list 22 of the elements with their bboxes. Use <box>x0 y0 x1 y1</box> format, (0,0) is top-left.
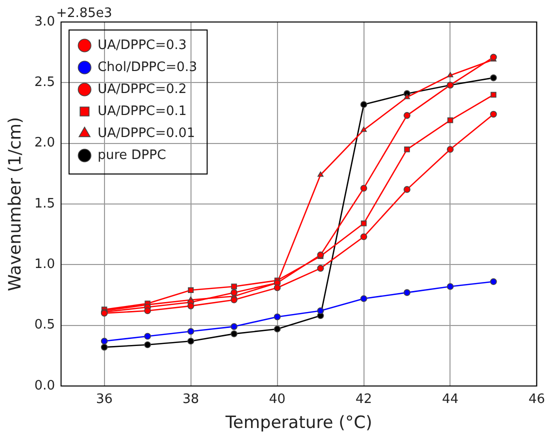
legend-label: UA/DPPC=0.2 <box>98 82 187 97</box>
y-axis-title: Wavenumber (1/cm) <box>6 116 26 292</box>
x-tick-label: 44 <box>442 392 459 408</box>
y-tick-label: 0.5 <box>34 318 56 333</box>
y-tick-label: 2.0 <box>34 136 56 151</box>
x-tick-label: 42 <box>355 392 372 408</box>
x-tick-label: 36 <box>96 392 113 408</box>
y-tick-label: 0.0 <box>34 378 56 394</box>
legend-label: Chol/DPPC=0.3 <box>98 60 198 75</box>
y-tick-label: 3.0 <box>34 14 56 30</box>
text: +2.85e3 <box>56 6 112 21</box>
y-tick-label: 2.5 <box>34 75 56 90</box>
legend-label: pure DPPC <box>98 148 166 163</box>
x-axis-title: Temperature (°C) <box>224 413 372 434</box>
x-tick-label: 40 <box>269 392 286 408</box>
legend-label: UA/DPPC=0.3 <box>98 38 187 53</box>
legend-label: UA/DPPC=0.01 <box>98 126 195 141</box>
x-tick-label: 38 <box>182 392 200 408</box>
y-tick-label: 1.5 <box>34 196 56 212</box>
legend-label: UA/DPPC=0.1 <box>98 104 187 119</box>
x-tick-label: 46 <box>528 392 545 408</box>
y-tick-label: 1.0 <box>34 257 56 272</box>
